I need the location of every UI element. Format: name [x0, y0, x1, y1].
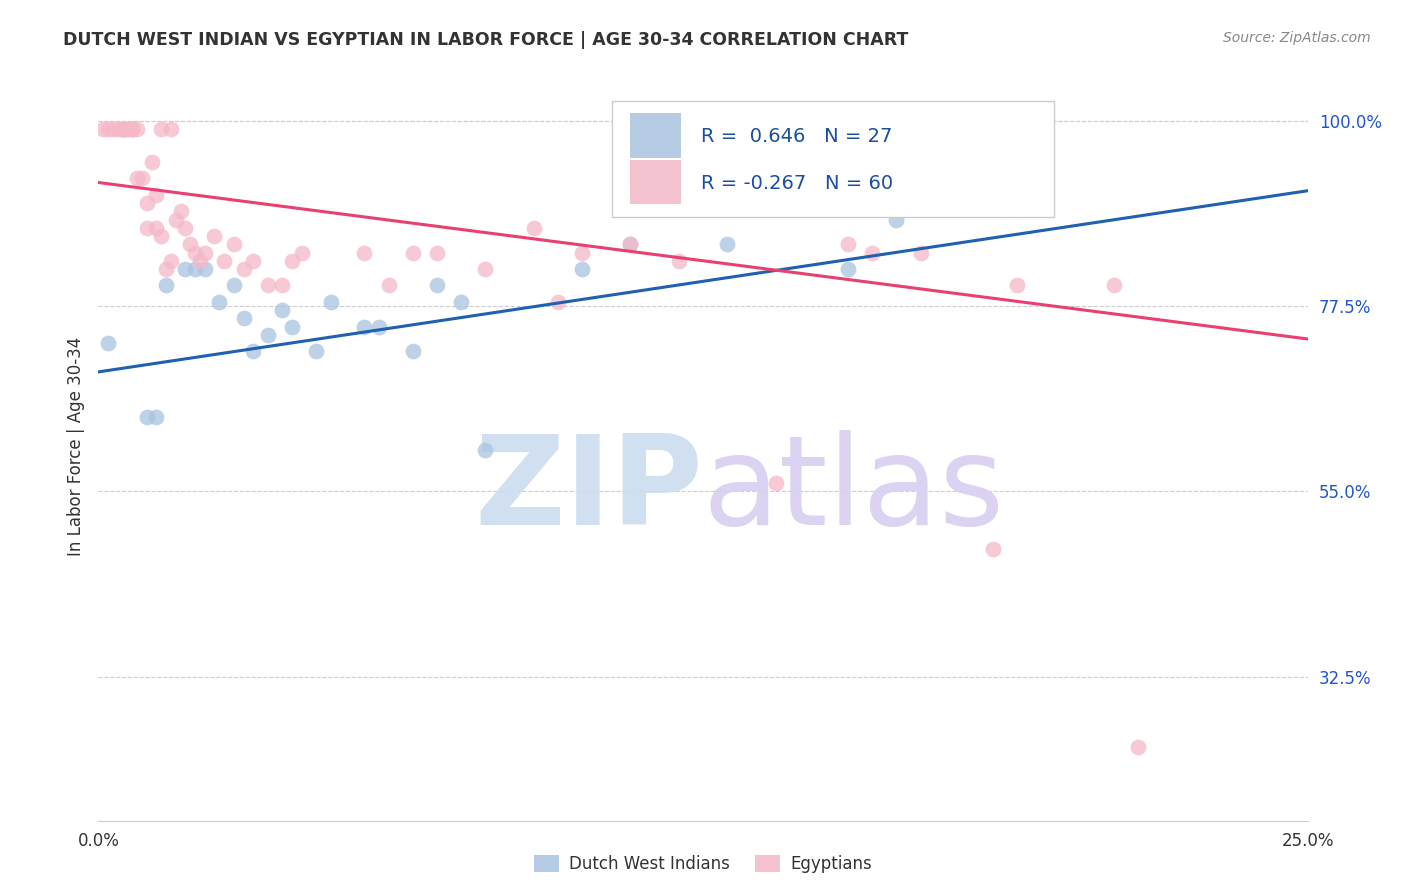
Point [319, 294, 342, 309]
Point [111, 122, 134, 136]
Y-axis label: In Labor Force | Age 30-34: In Labor Force | Age 30-34 [66, 336, 84, 556]
Point [174, 220, 197, 235]
FancyBboxPatch shape [630, 160, 682, 204]
Point [232, 262, 254, 277]
Point [765, 476, 787, 491]
Point [188, 253, 211, 268]
Point [290, 245, 312, 260]
Point [837, 237, 859, 252]
Point [619, 237, 641, 252]
Point [571, 245, 593, 260]
Point [571, 262, 593, 277]
Point [402, 344, 425, 359]
Point [97, 122, 120, 136]
Point [1007, 278, 1029, 293]
Point [368, 319, 391, 334]
Point [1128, 739, 1150, 754]
Point [155, 262, 177, 277]
Legend: Dutch West Indians, Egyptians: Dutch West Indians, Egyptians [527, 848, 879, 880]
Point [107, 122, 129, 136]
Point [271, 278, 294, 293]
Point [141, 155, 163, 169]
Point [242, 344, 264, 359]
Point [169, 204, 191, 219]
Point [127, 171, 149, 186]
Point [523, 220, 546, 235]
Point [242, 253, 264, 268]
Point [860, 245, 883, 260]
Point [135, 410, 157, 425]
Point [184, 245, 207, 260]
Point [145, 187, 167, 202]
Point [97, 336, 120, 351]
Point [117, 122, 139, 136]
Point [426, 245, 449, 260]
Point [271, 303, 294, 318]
Point [174, 262, 197, 277]
Point [131, 171, 153, 186]
Point [353, 245, 375, 260]
Point [101, 122, 124, 136]
Point [127, 122, 149, 136]
Point [232, 311, 254, 326]
Point [121, 122, 143, 136]
Point [668, 253, 690, 268]
Point [155, 278, 177, 293]
Point [222, 237, 245, 252]
Point [547, 294, 569, 309]
Text: ZIP: ZIP [474, 431, 703, 551]
FancyBboxPatch shape [613, 102, 1053, 218]
Point [184, 262, 207, 277]
Point [305, 344, 328, 359]
Text: R = -0.267   N = 60: R = -0.267 N = 60 [700, 174, 893, 193]
Point [121, 122, 143, 136]
Point [179, 237, 201, 252]
Point [716, 237, 738, 252]
Text: atlas: atlas [703, 431, 1005, 551]
Point [145, 410, 167, 425]
Point [150, 122, 173, 136]
Point [160, 253, 183, 268]
Point [910, 245, 932, 260]
Point [402, 245, 425, 260]
Point [426, 278, 449, 293]
Point [981, 541, 1004, 556]
Point [111, 122, 134, 136]
Text: DUTCH WEST INDIAN VS EGYPTIAN IN LABOR FORCE | AGE 30-34 CORRELATION CHART: DUTCH WEST INDIAN VS EGYPTIAN IN LABOR F… [63, 31, 908, 49]
Point [91, 122, 114, 136]
Point [256, 327, 278, 342]
Point [377, 278, 399, 293]
Point [222, 278, 245, 293]
Point [194, 262, 217, 277]
Point [353, 319, 375, 334]
Point [135, 196, 157, 211]
Point [281, 253, 304, 268]
Point [145, 220, 167, 235]
FancyBboxPatch shape [630, 113, 682, 158]
Point [121, 122, 143, 136]
Point [194, 245, 217, 260]
Point [204, 229, 226, 244]
Point [150, 229, 173, 244]
Point [160, 122, 183, 136]
Point [619, 237, 641, 252]
Point [135, 220, 157, 235]
Point [212, 253, 235, 268]
Point [450, 294, 472, 309]
Point [837, 262, 859, 277]
Point [117, 122, 139, 136]
Point [256, 278, 278, 293]
Text: R =  0.646   N = 27: R = 0.646 N = 27 [700, 127, 891, 146]
Point [111, 122, 134, 136]
Point [886, 212, 908, 227]
Point [208, 294, 231, 309]
Point [165, 212, 187, 227]
Text: Source: ZipAtlas.com: Source: ZipAtlas.com [1223, 31, 1371, 45]
Point [281, 319, 304, 334]
Point [1102, 278, 1125, 293]
Point [111, 122, 134, 136]
Point [474, 262, 496, 277]
Point [474, 443, 496, 458]
